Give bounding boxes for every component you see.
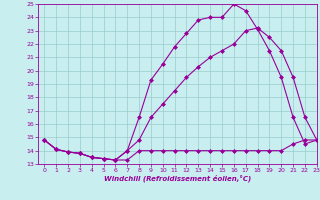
X-axis label: Windchill (Refroidissement éolien,°C): Windchill (Refroidissement éolien,°C) bbox=[104, 175, 251, 182]
